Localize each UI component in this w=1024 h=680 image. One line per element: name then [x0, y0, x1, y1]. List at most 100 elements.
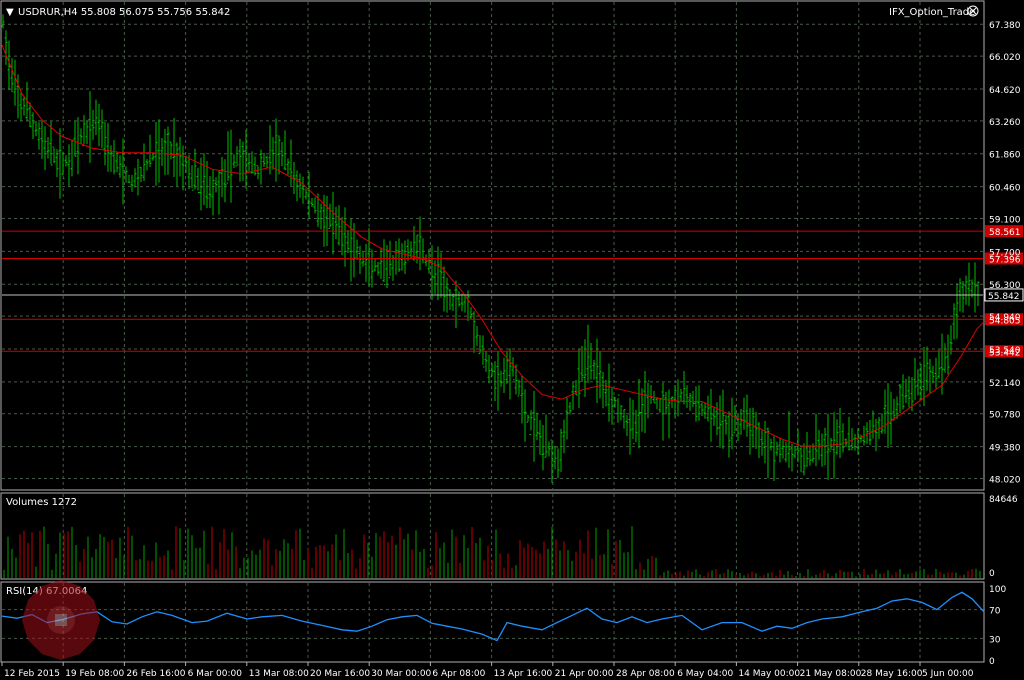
- ohlc-bar: [934, 357, 938, 389]
- ohlc-bar: [139, 166, 143, 183]
- time-tick-label: 13 Mar 08:00: [249, 669, 309, 679]
- ohlc-bar: [835, 419, 839, 455]
- ohlc-bar: [961, 281, 965, 313]
- ohlc-bar: [199, 157, 203, 211]
- rsi-panel-border: [0, 581, 985, 663]
- ohlc-bar: [595, 338, 599, 404]
- ohlc-bar: [622, 409, 626, 429]
- ohlc-bar: [754, 411, 758, 450]
- ohlc-bar: [658, 397, 662, 413]
- rsi-y-axis: 100 70 30 0: [989, 585, 1006, 667]
- price-grid: [2, 2, 983, 489]
- ohlc-bar: [373, 258, 377, 272]
- level-tag-label: 54.805: [989, 316, 1021, 326]
- ohlc-bar: [175, 142, 179, 187]
- ohlc-bar: [766, 427, 770, 479]
- ohlc-bar: [688, 393, 692, 411]
- ohlc-bar: [727, 411, 731, 458]
- ohlc-bar: [469, 307, 473, 320]
- ohlc-bar: [76, 117, 80, 175]
- ohlc-bar: [928, 359, 932, 393]
- rsi-tick-label: 70: [989, 607, 1001, 617]
- volume-bars: [3, 526, 981, 578]
- ohlc-bar: [745, 394, 749, 437]
- price-tick-label: 52.140: [989, 379, 1021, 389]
- level-tag-label: 58.561: [989, 228, 1021, 238]
- ohlc-bar: [529, 410, 533, 435]
- ohlc-bar: [136, 158, 140, 196]
- ohlc-bar: [805, 432, 809, 468]
- ohlc-bar: [394, 241, 398, 275]
- ohlc-bar: [349, 218, 353, 282]
- ohlc-bar: [292, 161, 296, 194]
- ohlc-bar: [778, 438, 782, 463]
- ohlc-bar: [847, 416, 851, 451]
- ohlc-bar: [613, 396, 617, 408]
- ohlc-bar: [889, 391, 893, 445]
- price-tick-label: 64.620: [989, 86, 1021, 96]
- ohlc-bar: [490, 362, 494, 378]
- close-circle-icon[interactable]: [967, 5, 979, 17]
- price-panel: 58.561 57.396 54.805 53.442 55.842 67.380 66.…: [0, 0, 1024, 491]
- ohlc-bar: [859, 434, 863, 443]
- ohlc-bar: [319, 203, 323, 230]
- level-tag: [985, 345, 1023, 358]
- dropdown-arrow-icon[interactable]: ▼: [6, 7, 14, 18]
- ohlc-bar: [565, 397, 569, 440]
- ohlc-bar: [646, 380, 650, 419]
- level-tag-label: 53.442: [989, 348, 1021, 358]
- ohlc-bar: [895, 396, 899, 419]
- ohlc-bar: [433, 260, 437, 294]
- ohlc-bar: [400, 243, 404, 271]
- ohlc-bar: [973, 262, 977, 313]
- ohlc-bar: [634, 409, 638, 443]
- ohlc-bar: [226, 131, 230, 184]
- ohlc-bar: [73, 120, 77, 157]
- ohlc-bar: [310, 197, 314, 207]
- ohlc-bar: [913, 357, 917, 400]
- ohlc-bar: [487, 354, 491, 384]
- ohlc-bar: [640, 388, 644, 432]
- ohlc-bar: [508, 348, 512, 400]
- rsi-tick-label: 0: [989, 657, 995, 667]
- ohlc-bar: [331, 191, 335, 255]
- ohlc-bar: [268, 125, 272, 175]
- ohlc-bar: [64, 155, 68, 167]
- price-y-axis: 67.380 66.020 64.620 63.260 61.860 60.460 59.1…: [989, 21, 1021, 485]
- price-tick-label: 54.940: [989, 313, 1021, 323]
- ohlc-bar: [964, 275, 968, 305]
- ohlc-bar: [208, 176, 212, 209]
- ohlc-bar: [949, 325, 953, 355]
- ohlc-bar: [700, 402, 704, 416]
- level-tag: [985, 252, 1023, 265]
- ohlc-bar: [457, 291, 461, 307]
- ohlc-bar: [460, 293, 464, 312]
- ohlc-bar: [235, 146, 239, 167]
- ohlc-bar: [916, 369, 920, 396]
- ohlc-bar: [91, 109, 95, 140]
- ohlc-bar: [787, 411, 791, 468]
- ohlc-bar: [100, 109, 104, 149]
- ohlc-bar: [82, 115, 86, 146]
- ohlc-bar: [25, 81, 29, 121]
- ohlc-bar: [580, 345, 584, 383]
- ohlc-bar: [325, 195, 329, 246]
- ohlc-bar: [265, 155, 269, 169]
- ohlc-bar: [430, 245, 434, 301]
- ohlc-bar: [43, 126, 47, 171]
- time-tick-label: 28 May 16:00: [861, 669, 923, 679]
- ohlc-bar: [40, 119, 44, 159]
- ohlc-bar: [397, 238, 401, 272]
- ohlc-bar: [88, 91, 92, 163]
- ohlc-bar: [181, 145, 185, 191]
- ohlc-bar: [886, 383, 890, 449]
- ohlc-bar: [79, 128, 83, 145]
- ohlc-bar: [607, 363, 611, 422]
- ohlc-bar: [142, 143, 146, 181]
- ohlc-bar: [295, 170, 299, 202]
- ohlc-bar: [598, 351, 602, 399]
- ohlc-bar: [610, 388, 614, 425]
- ohlc-bar: [160, 137, 164, 166]
- volume-tick-label: 0: [989, 569, 995, 579]
